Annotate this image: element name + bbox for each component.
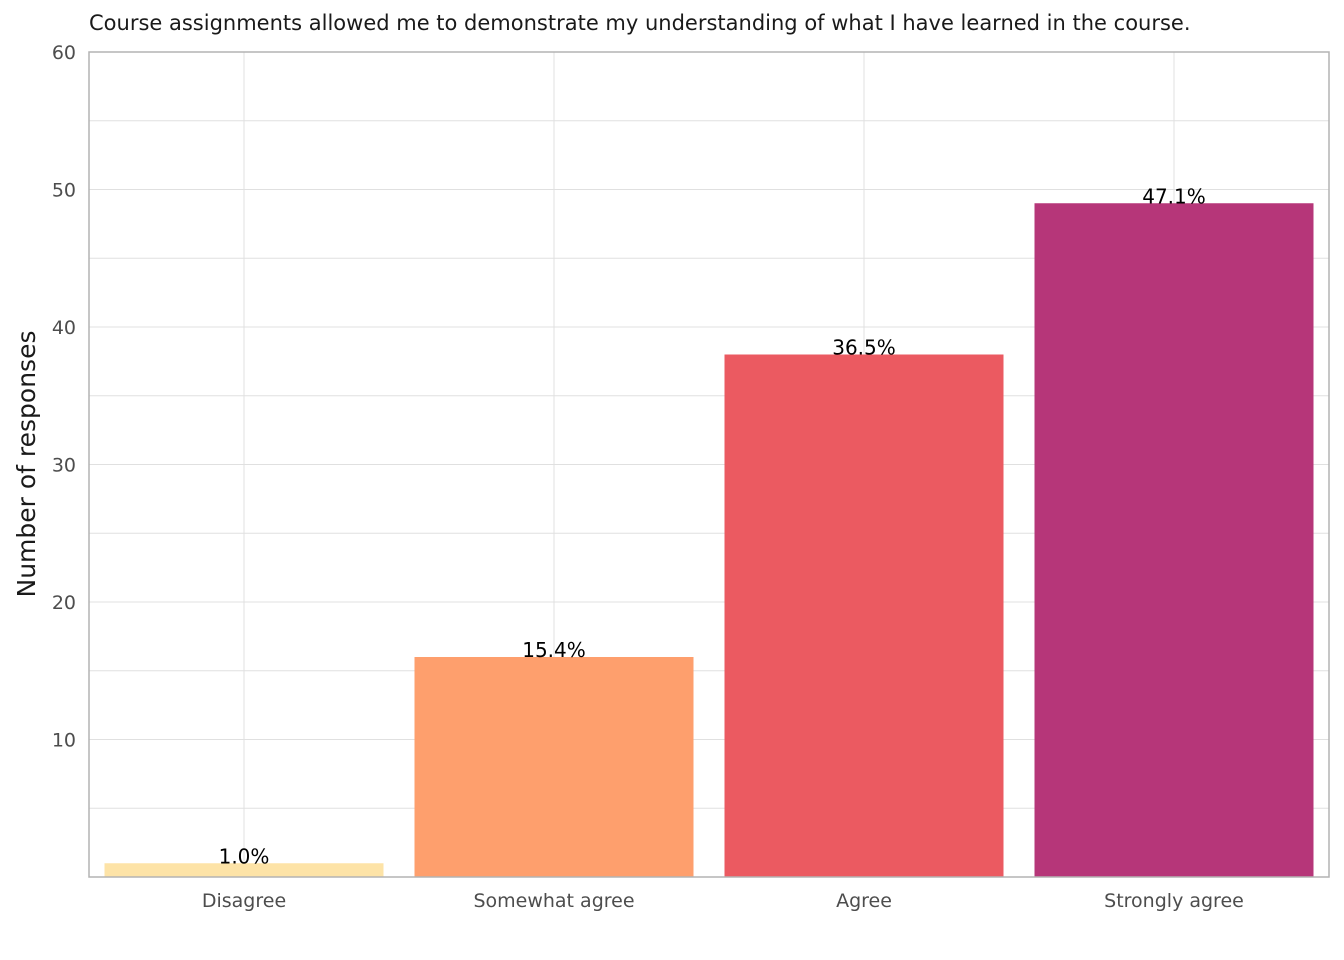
x-axis-ticks: Disagree Somewhat agree Agree Strongly agre… (202, 890, 1244, 912)
x-tick-label: Agree (836, 890, 892, 912)
y-axis-label: Number of responses (12, 331, 41, 598)
y-tick-label: 40 (52, 317, 76, 339)
bar-agree (724, 354, 1004, 877)
bar-somewhat-agree (414, 657, 694, 877)
y-tick-label: 10 (52, 730, 76, 752)
data-labels: 1.0% 15.4% 36.5% 47.1% (219, 184, 1206, 868)
x-tick-label: Somewhat agree (473, 890, 634, 912)
data-label: 1.0% (219, 844, 270, 868)
x-tick-label: Strongly agree (1104, 890, 1244, 912)
plot-panel-border (88, 51, 1330, 878)
data-label: 36.5% (832, 336, 896, 360)
x-tick-label: Disagree (202, 890, 286, 912)
bar-disagree (104, 863, 384, 877)
y-tick-label: 20 (52, 592, 76, 614)
y-tick-label: 60 (52, 42, 76, 64)
data-label: 47.1% (1142, 184, 1206, 208)
y-tick-label: 50 (52, 180, 76, 202)
bar-strongly-agree (1034, 203, 1314, 877)
chart-title: Course assignments allowed me to demonst… (89, 11, 1191, 35)
y-tick-label: 30 (52, 455, 76, 477)
bars (104, 203, 1314, 877)
y-axis-ticks: 10 20 30 40 50 60 (52, 42, 76, 752)
data-label: 15.4% (522, 638, 586, 662)
